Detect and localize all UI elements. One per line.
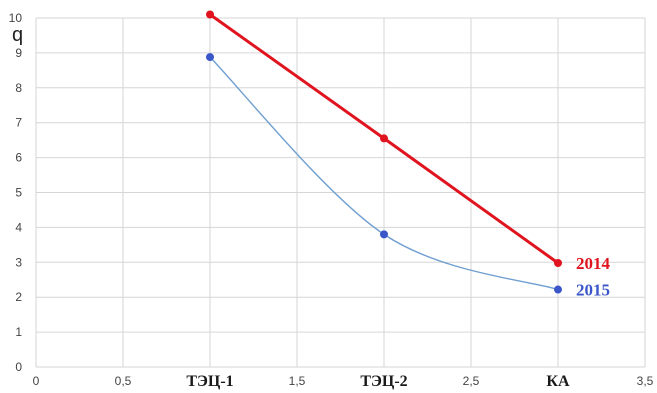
series-label-2015: 2015 [576, 281, 610, 300]
category-label-backdrop [180, 370, 240, 390]
y-tick-label: 10 [9, 11, 23, 25]
y-tick-label: 0 [15, 360, 22, 374]
category-label: ТЭЦ-2 [360, 373, 407, 390]
y-tick-label: 2 [15, 290, 22, 304]
y-axis-label: q [12, 24, 23, 46]
series: 2014 2015 [206, 10, 611, 300]
series-label-2014: 2014 [576, 254, 611, 273]
category-label-backdrop [528, 370, 588, 390]
grid [35, 17, 646, 368]
category-label: КА [546, 373, 570, 390]
x-tick-label: 1,5 [289, 374, 306, 388]
data-point-2015 [206, 53, 214, 62]
y-tick-label: 8 [15, 81, 22, 95]
category-label: ТЭЦ-1 [186, 373, 233, 390]
data-point-2014 [380, 134, 388, 143]
y-tick-label: 3 [15, 255, 22, 269]
y-tick-label: 9 [15, 46, 22, 60]
category-labels: ТЭЦ-1 ТЭЦ-2 КА [180, 370, 588, 390]
y-tick-label: 5 [15, 186, 22, 200]
x-tick-label: 0,5 [115, 374, 132, 388]
y-tick-label: 4 [15, 220, 22, 234]
x-tick-label: 0 [33, 374, 40, 388]
data-point-2015 [380, 230, 388, 239]
y-tick-label: 6 [15, 151, 22, 165]
category-label-backdrop [354, 370, 414, 390]
data-point-2014 [554, 258, 562, 267]
x-tick-label: 2,5 [463, 374, 480, 388]
data-point-2015 [554, 285, 562, 294]
data-point-2014 [206, 10, 214, 19]
y-tick-label: 7 [15, 116, 22, 130]
y-tick-label: 1 [15, 325, 22, 339]
x-tick-label: 3,5 [637, 374, 654, 388]
